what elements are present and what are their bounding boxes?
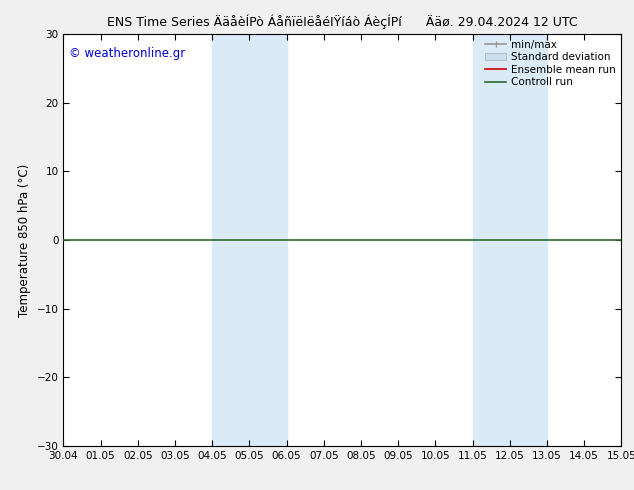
- Y-axis label: Temperature 850 hPa (°C): Temperature 850 hPa (°C): [18, 164, 31, 317]
- Bar: [472, 34, 510, 446]
- Title: ENS Time Series ÄäåèÍPò ÁåñïëIëåéIŸíáò ÁèçÍPí      Ääø. 29.04.2024 12 UTC: ENS Time Series ÄäåèÍPò ÁåñïëIëåéIŸíáò Á…: [107, 15, 578, 29]
- Bar: [212, 34, 249, 446]
- Bar: [510, 34, 547, 446]
- Text: © weatheronline.gr: © weatheronline.gr: [69, 47, 185, 60]
- Bar: [249, 34, 287, 446]
- Legend: min/max, Standard deviation, Ensemble mean run, Controll run: min/max, Standard deviation, Ensemble me…: [483, 37, 618, 89]
